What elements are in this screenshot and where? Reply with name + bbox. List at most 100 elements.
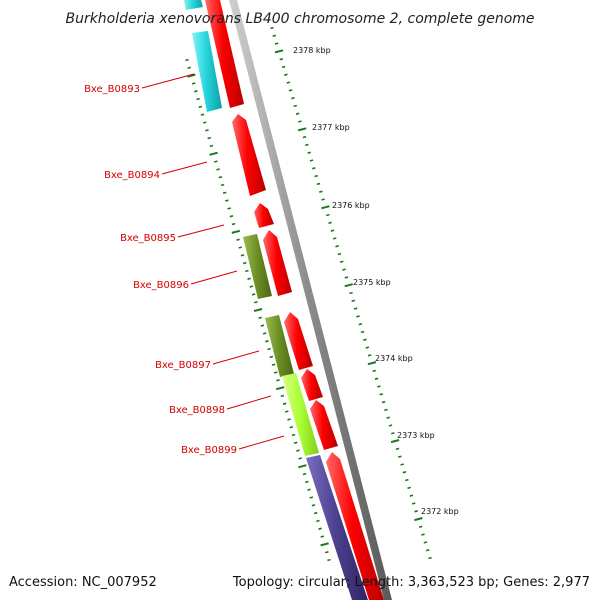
outer-minor-tick xyxy=(305,143,309,147)
outer-minor-tick xyxy=(402,471,407,474)
outer-minor-tick xyxy=(386,416,390,419)
leader-bxe-b0897 xyxy=(212,350,260,365)
cyan-feature-top[interactable] xyxy=(184,0,203,10)
gene-feature-downstream-strand[interactable] xyxy=(326,452,384,600)
gene-label-bxe-b0895[interactable]: Bxe_B0895 xyxy=(120,233,176,244)
inner-minor-tick xyxy=(260,324,265,327)
kbp-label-2376: 2376 kbp xyxy=(332,201,370,210)
outer-minor-tick xyxy=(316,182,321,186)
inner-minor-tick xyxy=(271,363,276,366)
inner-minor-tick xyxy=(273,371,278,374)
kbp-label-2372: 2372 kbp xyxy=(421,507,459,516)
outer-minor-tick xyxy=(384,408,388,412)
outer-minor-tick xyxy=(404,478,409,482)
inner-major-tick xyxy=(253,308,263,312)
kbp-label-2374: 2374 kbp xyxy=(375,354,413,363)
inner-minor-tick xyxy=(222,191,227,194)
kbp-label-2378: 2378 kbp xyxy=(293,46,331,55)
outer-minor-tick xyxy=(335,245,339,248)
inner-minor-tick xyxy=(269,355,274,359)
outer-minor-tick xyxy=(314,174,318,178)
inner-minor-tick xyxy=(203,121,207,124)
gene-label-bxe-b0893[interactable]: Bxe_B0893 xyxy=(84,84,140,95)
inner-tick-track xyxy=(185,58,331,562)
lime-feature-bxe-b0898[interactable] xyxy=(282,373,319,456)
inner-minor-tick xyxy=(194,90,198,93)
outer-minor-tick xyxy=(411,502,416,505)
outer-minor-tick xyxy=(270,26,274,30)
outer-minor-tick xyxy=(356,315,360,318)
gene-label-bxe-b0896[interactable]: Bxe_B0896 xyxy=(133,280,189,291)
outer-minor-tick xyxy=(372,369,377,373)
outer-minor-tick xyxy=(351,299,356,302)
outer-minor-tick xyxy=(293,104,298,108)
outer-minor-tick xyxy=(353,307,358,310)
gene-feature-bxe-b0894-strand[interactable] xyxy=(232,114,266,196)
inner-minor-tick xyxy=(196,97,200,101)
leader-bxe-b0893 xyxy=(141,73,195,89)
inner-minor-tick xyxy=(262,332,267,335)
outer-minor-tick xyxy=(339,260,344,263)
outer-minor-tick xyxy=(325,213,330,217)
outer-major-tick xyxy=(297,127,307,132)
inner-minor-tick xyxy=(305,480,309,484)
inner-minor-tick xyxy=(216,168,220,171)
inner-minor-tick xyxy=(293,441,298,444)
outer-minor-tick xyxy=(388,424,393,427)
inner-minor-tick xyxy=(218,176,223,179)
outer-minor-tick xyxy=(418,525,423,528)
inner-minor-tick xyxy=(225,199,229,202)
kbp-label-2377: 2377 kbp xyxy=(312,123,350,132)
inner-major-tick xyxy=(298,464,307,469)
inner-minor-tick xyxy=(313,511,318,515)
outer-minor-tick xyxy=(286,81,291,84)
gene-label-bxe-b0899[interactable]: Bxe_B0899 xyxy=(181,445,237,456)
inner-minor-tick xyxy=(249,285,254,288)
outer-minor-tick xyxy=(295,112,300,115)
outer-minor-tick xyxy=(342,268,346,271)
outer-minor-tick xyxy=(407,486,411,490)
inner-minor-tick xyxy=(291,433,296,437)
inner-minor-tick xyxy=(187,66,191,69)
leader-bxe-b0894 xyxy=(161,161,208,175)
inner-minor-tick xyxy=(238,246,242,249)
inner-minor-tick xyxy=(191,82,196,85)
outer-minor-tick xyxy=(398,455,402,458)
olive-feature-bxe-b0896[interactable] xyxy=(243,234,272,299)
gene-feature-bxe-b0896-strand[interactable] xyxy=(263,230,292,296)
inner-minor-tick xyxy=(327,558,331,562)
outer-minor-tick xyxy=(279,58,284,61)
outer-minor-tick xyxy=(319,190,323,193)
olive-feature-bxe-b0897[interactable] xyxy=(265,315,294,377)
inner-minor-tick xyxy=(245,269,249,273)
chromosome-backbone xyxy=(229,0,392,600)
inner-minor-tick xyxy=(207,136,211,140)
inner-minor-tick xyxy=(205,129,209,132)
gene-feature-bxe-b0899-strand[interactable] xyxy=(310,400,338,450)
inner-major-tick xyxy=(320,542,329,547)
outer-minor-tick xyxy=(344,276,349,279)
indigo-feature-downstream[interactable] xyxy=(306,455,368,600)
gene-feature-bxe-b0895-strand[interactable] xyxy=(254,203,274,228)
inner-minor-tick xyxy=(316,519,320,523)
gene-feature-bxe-b0898-strand[interactable] xyxy=(301,369,323,401)
outer-minor-tick xyxy=(330,229,335,232)
inner-minor-tick xyxy=(302,472,307,476)
gene-label-bxe-b0898[interactable]: Bxe_B0898 xyxy=(169,405,225,416)
gene-feature-bxe-b0893-strand[interactable] xyxy=(205,0,244,108)
inner-minor-tick xyxy=(318,527,322,530)
gene-label-bxe-b0897[interactable]: Bxe_B0897 xyxy=(155,360,211,371)
outer-major-tick xyxy=(321,205,330,210)
outer-major-tick xyxy=(414,517,423,522)
inner-minor-tick xyxy=(309,496,314,499)
gene-label-bxe-b0894[interactable]: Bxe_B0894 xyxy=(104,170,160,181)
outer-minor-tick xyxy=(337,252,342,256)
outer-minor-tick xyxy=(360,330,365,334)
outer-minor-tick xyxy=(428,556,432,560)
outer-minor-tick xyxy=(332,237,337,240)
inner-minor-tick xyxy=(247,277,251,280)
gene-feature-bxe-b0897-strand[interactable] xyxy=(284,312,313,370)
cyan-feature-bxe-b0893[interactable] xyxy=(192,31,222,112)
